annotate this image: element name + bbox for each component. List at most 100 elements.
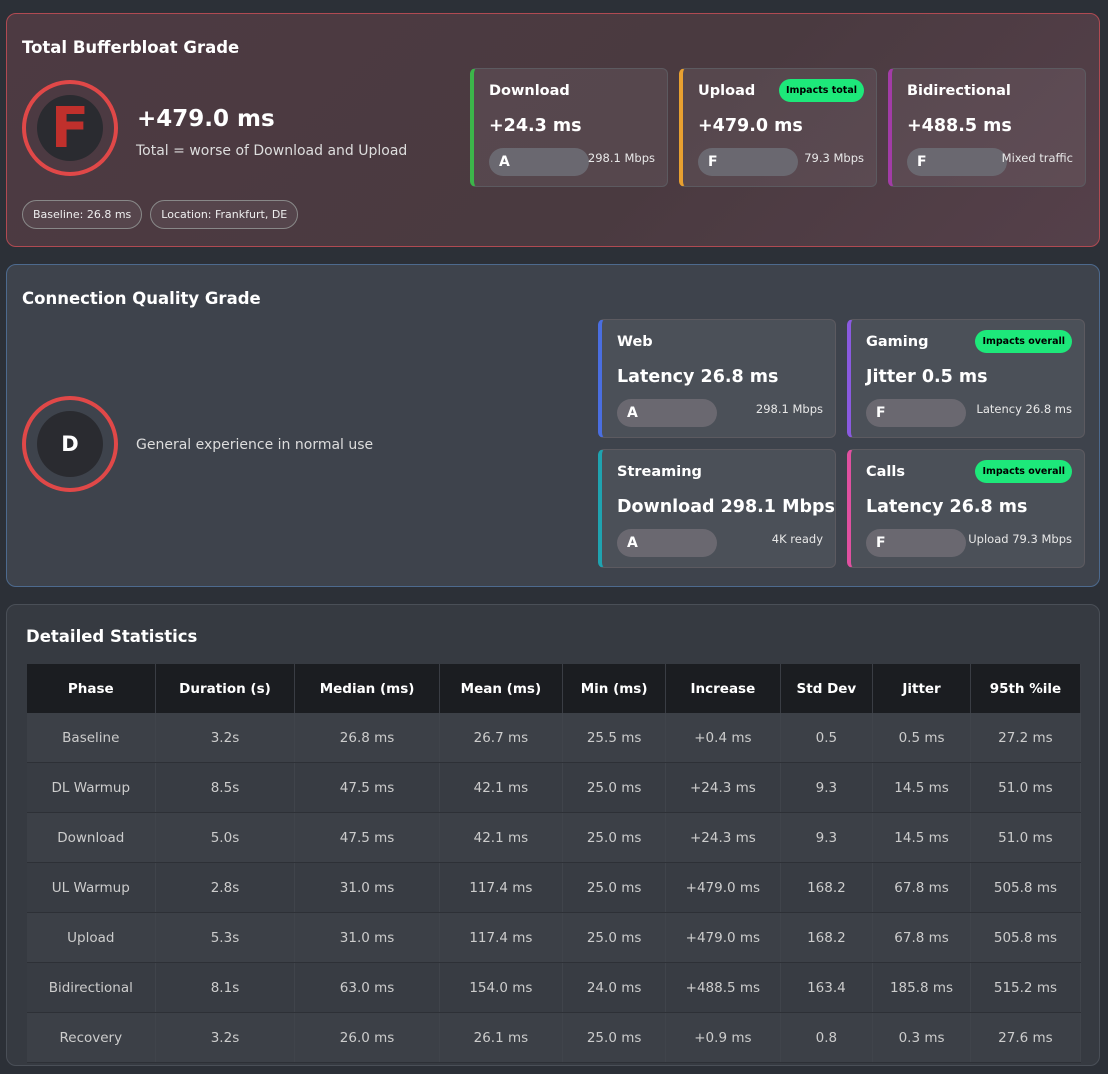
chip: Baseline: 26.8 ms	[22, 200, 143, 229]
table-cell: 25.0 ms	[562, 762, 667, 813]
table-cell: 51.0 ms	[970, 812, 1082, 863]
card-value: +479.0 ms	[698, 116, 803, 136]
grade-letter: F	[708, 154, 718, 170]
grade-circle: F	[22, 80, 118, 176]
card-note: Mixed traffic	[1001, 151, 1073, 165]
table-cell: 3.2s	[155, 713, 296, 763]
table-cell: 42.1 ms	[439, 762, 564, 813]
column-header: Jitter	[872, 664, 971, 713]
column-header: Increase	[665, 664, 781, 713]
table-cell: +488.5 ms	[665, 962, 781, 1013]
card-note: Upload 79.3 Mbps	[968, 532, 1072, 546]
table-row: DL Warmup 8.5s 47.5 ms 42.1 ms 25.0 ms +24.3 …	[27, 762, 1082, 813]
table-cell: Baseline	[27, 713, 156, 763]
grade-bar: F	[866, 399, 966, 427]
table-row: Bidirectional 8.1s 63.0 ms 154.0 ms 24.0 ms +…	[27, 962, 1082, 1013]
card-label: Web	[617, 334, 653, 350]
card: Upload Impacts total +479.0 ms F 79.3 Mbps	[679, 68, 877, 187]
quality-panel: Connection Quality Grade D General exper…	[6, 264, 1100, 587]
column-header: 95th %ile	[970, 664, 1082, 713]
grade-letter: A	[499, 154, 510, 170]
table-cell: +479.0 ms	[665, 912, 781, 963]
card-value: Download 298.1 Mbps	[617, 497, 835, 517]
table-row: Baseline 3.2s 26.8 ms 26.7 ms 25.5 ms +0.4 ms…	[27, 713, 1082, 763]
badge: Impacts total	[778, 79, 864, 102]
grade-letter: F	[876, 535, 886, 551]
card-note: 298.1 Mbps	[755, 402, 823, 416]
table-cell: 25.0 ms	[562, 1012, 667, 1063]
table-cell: 8.5s	[155, 762, 296, 813]
table-cell: +479.0 ms	[665, 862, 781, 913]
table-cell: 117.4 ms	[439, 912, 564, 963]
card-label: Upload	[698, 83, 756, 99]
stats-table: Phase Duration (s) Median (ms) Mean (ms) Min…	[27, 664, 1082, 1063]
grade-letter: F	[917, 154, 927, 170]
table-cell: 47.5 ms	[294, 762, 440, 813]
table-cell: 25.0 ms	[562, 812, 667, 863]
column-header: Duration (s)	[155, 664, 296, 713]
subtitle: Total = worse of Download and Upload	[136, 143, 408, 159]
card: Gaming Impacts overall Jitter 0.5 ms F Laten…	[847, 319, 1085, 438]
column-header: Phase	[27, 664, 156, 713]
card: Bidirectional +488.5 ms F Mixed traffic	[888, 68, 1086, 187]
table-cell: 0.8	[780, 1012, 874, 1063]
grade-bar: F	[907, 148, 1007, 176]
grade-circle: D	[22, 396, 118, 492]
grade-bar: A	[617, 399, 717, 427]
table-cell: 168.2	[780, 912, 874, 963]
table-row: Recovery 3.2s 26.0 ms 26.1 ms 25.0 ms +0.9 ms…	[27, 1012, 1082, 1063]
grade-bar: F	[866, 529, 966, 557]
badge: Impacts overall	[975, 330, 1072, 353]
panel-title: Connection Quality Grade	[22, 289, 261, 308]
column-header: Mean (ms)	[439, 664, 564, 713]
grade-bar: A	[489, 148, 589, 176]
column-header: Median (ms)	[294, 664, 440, 713]
card-label: Bidirectional	[907, 83, 1011, 99]
table-cell: 154.0 ms	[439, 962, 564, 1013]
card-note: 4K ready	[771, 532, 823, 546]
table-cell: 26.1 ms	[439, 1012, 564, 1063]
grade-letter: A	[627, 535, 638, 551]
table-body: Baseline 3.2s 26.8 ms 26.7 ms 25.5 ms +0.4 ms…	[27, 713, 1082, 1063]
table-cell: 27.6 ms	[970, 1012, 1082, 1063]
bufferbloat-panel: Total Bufferbloat Grade F +479.0 ms Tota…	[6, 13, 1100, 247]
grade-letter: F	[876, 405, 886, 421]
grade-letter: A	[627, 405, 638, 421]
table-cell: DL Warmup	[27, 762, 156, 813]
table-cell: 5.3s	[155, 912, 296, 963]
card-value: +24.3 ms	[489, 116, 582, 136]
card-label: Gaming	[866, 334, 929, 350]
table-cell: 0.5 ms	[872, 713, 971, 763]
table-cell: 117.4 ms	[439, 862, 564, 913]
table-row: Download 5.0s 47.5 ms 42.1 ms 25.0 ms +24.3 m…	[27, 812, 1082, 863]
card-note: Latency 26.8 ms	[976, 402, 1072, 416]
subtitle: General experience in normal use	[136, 437, 374, 453]
table-cell: 25.5 ms	[562, 713, 667, 763]
chip: Location: Frankfurt, DE	[150, 200, 299, 229]
card: Web Latency 26.8 ms A 298.1 Mbps	[598, 319, 836, 438]
grade: F	[37, 95, 103, 161]
table-cell: 67.8 ms	[872, 862, 971, 913]
card-value: Latency 26.8 ms	[617, 367, 779, 387]
table-cell: 27.2 ms	[970, 713, 1082, 763]
table-cell: 8.1s	[155, 962, 296, 1013]
table-cell: 42.1 ms	[439, 812, 564, 863]
table-cell: 26.8 ms	[294, 713, 440, 763]
table-cell: 9.3	[780, 812, 874, 863]
table-cell: +0.4 ms	[665, 713, 781, 763]
table-cell: 26.7 ms	[439, 713, 564, 763]
table-row: Upload 5.3s 31.0 ms 117.4 ms 25.0 ms +479.0 m…	[27, 912, 1082, 963]
column-header: Min (ms)	[562, 664, 667, 713]
table-cell: 515.2 ms	[970, 962, 1082, 1013]
table-cell: 185.8 ms	[872, 962, 971, 1013]
card: Download +24.3 ms A 298.1 Mbps	[470, 68, 668, 187]
table-cell: 5.0s	[155, 812, 296, 863]
grade-bar: A	[617, 529, 717, 557]
table-cell: 505.8 ms	[970, 912, 1082, 963]
table-cell: 31.0 ms	[294, 912, 440, 963]
table-cell: 0.5	[780, 713, 874, 763]
table-cell: 51.0 ms	[970, 762, 1082, 813]
table-cell: 14.5 ms	[872, 812, 971, 863]
table-cell: 0.3 ms	[872, 1012, 971, 1063]
